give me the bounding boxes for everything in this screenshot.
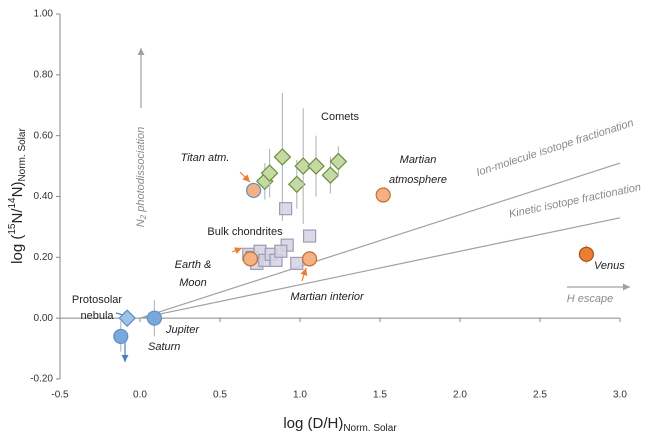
point: [578, 246, 595, 262]
y-tick-label: 0.40: [34, 191, 54, 202]
series-label: atmosphere: [389, 174, 447, 186]
point: [302, 251, 318, 267]
mars-arrow: [300, 267, 308, 282]
point: [273, 148, 292, 166]
series-label: Martian interior: [290, 291, 365, 303]
earth-arrow: [231, 247, 243, 255]
y-tick-label: 0.80: [34, 69, 54, 80]
point: [274, 244, 288, 258]
x-tick-label: 0.0: [133, 390, 147, 401]
y-tick-label: 0.20: [34, 252, 54, 263]
fractionation-line: [139, 217, 621, 319]
titan-arrow: [239, 171, 251, 183]
series-label: Earth &: [175, 259, 212, 271]
series-label: Saturn: [148, 341, 180, 353]
n2-text: N: [135, 219, 147, 227]
y-tick-label: 0.00: [34, 313, 54, 324]
fractionation-line: [139, 162, 621, 319]
x-tick-label: 3.0: [613, 390, 627, 401]
point: [287, 175, 306, 194]
point: [146, 310, 162, 326]
point: [294, 157, 313, 175]
series-label: Bulk chondrites: [207, 226, 283, 238]
line-label: Ion-molecule isotope fractionation: [475, 117, 635, 179]
x-tick-label: -0.5: [51, 390, 69, 401]
y-title-sub: Norm. Solar: [17, 128, 28, 182]
y-title-part: N/: [9, 208, 26, 224]
x-title-sub: Norm. Solar: [343, 423, 397, 434]
n2-annotation: N2 photodissociation: [135, 127, 148, 227]
x-tick-label: 1.0: [293, 390, 307, 401]
h-escape-label: H escape: [567, 293, 613, 305]
point: [113, 328, 129, 345]
series-label: Jupiter: [165, 324, 200, 336]
series-label: Martian: [400, 154, 437, 166]
point: [260, 164, 279, 182]
y-title-sup: 14: [7, 197, 18, 209]
point: [246, 182, 262, 199]
y-title-part: N): [9, 182, 26, 198]
y-title-part: log (: [9, 235, 26, 264]
x-tick-label: 1.5: [373, 390, 387, 401]
point: [290, 256, 304, 271]
series-label: Venus: [594, 260, 625, 272]
point: [307, 157, 325, 175]
x-axis-title: log (D/H)Norm. Solar: [283, 415, 397, 434]
x-tick-label: 2.5: [533, 390, 547, 401]
y-axis-title: log (15N/14N)Norm. Solar: [7, 128, 28, 264]
series-label: Comets: [321, 111, 359, 123]
n2-sub: 2: [139, 214, 148, 220]
series-label: nebula: [80, 310, 114, 322]
line-label: Kinetic isotope fractionation: [508, 181, 642, 220]
point: [329, 152, 348, 171]
y-tick-label: 1.00: [34, 9, 54, 20]
point: [303, 229, 317, 243]
point: [242, 251, 258, 267]
x-tick-label: 2.0: [453, 390, 467, 401]
y-title-sup: 15: [7, 223, 18, 235]
series-label: Protosolar: [72, 294, 122, 306]
point: [279, 202, 293, 216]
series-label: Titan atm.: [181, 152, 230, 164]
n2-rest: photodissociation: [135, 127, 147, 215]
point: [375, 187, 391, 203]
point: [118, 309, 137, 328]
x-tick-label: 0.5: [213, 390, 227, 401]
series-label: Moon: [179, 277, 207, 289]
point: [321, 166, 340, 185]
x-title-main: log (D/H): [283, 415, 343, 432]
y-tick-label: -0.20: [30, 374, 53, 385]
y-tick-label: 0.60: [34, 130, 54, 141]
